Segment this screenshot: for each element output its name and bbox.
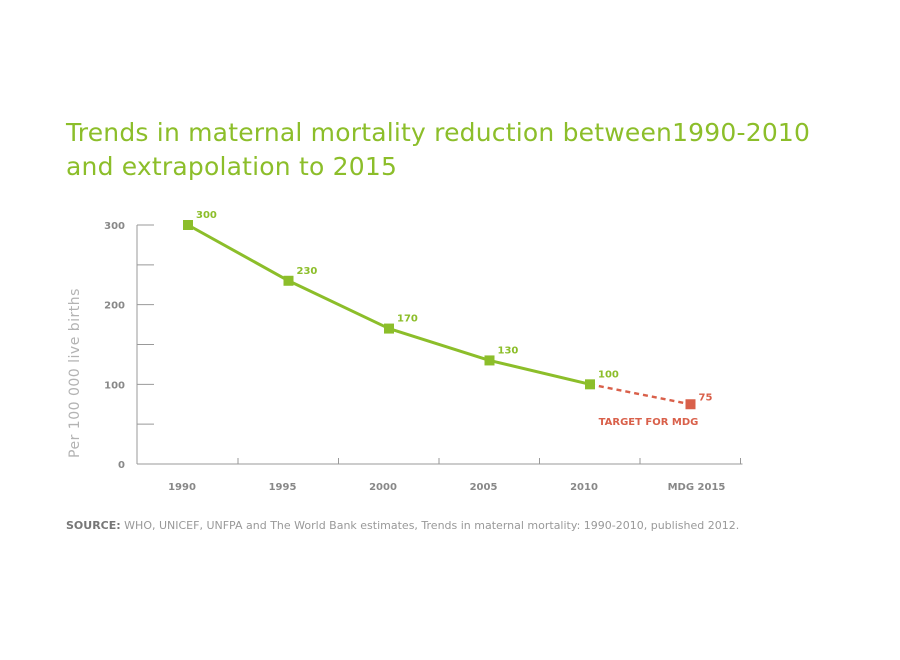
data-point (183, 220, 193, 230)
y-tick-label: 200 (104, 301, 125, 312)
target-annotation: TARGET FOR MDG (599, 417, 699, 428)
series-layer (183, 220, 696, 410)
labels-layer: 300 230 170 130 100 75 TARGET FOR MDG (196, 210, 712, 428)
data-label: 100 (598, 369, 619, 380)
data-point (585, 379, 595, 390)
y-tick-label: 100 (104, 380, 125, 391)
x-tick-label: 2010 (570, 482, 598, 493)
data-label: 170 (397, 314, 418, 325)
source-note: SOURCE: WHO, UNICEF, UNFPA and The World… (66, 519, 739, 532)
data-point (283, 275, 294, 286)
series-line-0 (187, 223, 591, 386)
source-label: SOURCE: (66, 519, 121, 532)
data-point (484, 355, 495, 366)
series-line-1 (589, 383, 691, 406)
data-label: 300 (196, 210, 217, 221)
x-tick-label: 1990 (168, 482, 196, 493)
x-tick-label: 2005 (470, 482, 498, 493)
chart-title-line-1: Trends in maternal mortality reduction b… (66, 118, 811, 147)
data-point (685, 399, 696, 410)
x-tick-label: MDG 2015 (668, 482, 726, 493)
y-tick-label: 0 (118, 460, 125, 471)
x-tick-label: 1995 (269, 482, 297, 493)
y-axis-label: Per 100 000 live births (67, 288, 83, 458)
data-label: 130 (498, 345, 519, 356)
chart-title: Trends in maternal mortality reduction b… (66, 116, 810, 184)
data-label: 230 (297, 266, 318, 277)
x-tick-label: 2000 (369, 482, 397, 493)
chart-axes: 0 100 200 300 1990 1995 2000 2005 2010 MDG 2015 (104, 221, 743, 493)
y-tick-label: 300 (104, 221, 125, 232)
source-text: WHO, UNICEF, UNFPA and The World Bank es… (120, 519, 740, 532)
data-label: 75 (699, 392, 713, 403)
chart-title-line-2: and extrapolation to 2015 (66, 152, 398, 181)
data-point (384, 323, 394, 334)
